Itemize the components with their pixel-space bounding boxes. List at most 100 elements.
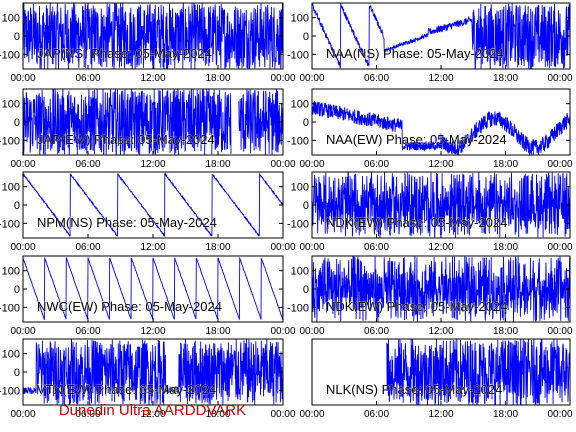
x-tick-label: 18:00	[493, 159, 518, 170]
x-tick-label: 00:00	[547, 326, 572, 337]
y-tick-label: 0	[303, 117, 309, 129]
y-tick-label: 100	[2, 13, 20, 25]
chart-panel-naa-ns-phase-05-may-2024: 100 0 -100 00:00 06:00 12:00 18:00 00:00 NAA(NS)…	[287, 2, 573, 84]
y-tick-label: -100	[287, 49, 309, 61]
phase-trace-line	[23, 89, 283, 155]
x-tick-label: 06:00	[364, 326, 389, 337]
phase-trace-line	[386, 339, 570, 405]
x-tick-label: 00:00	[299, 409, 324, 420]
y-tick-label: -100	[287, 302, 309, 314]
chart-panel-jap-ew-phase-05-may-2024: 100 0 -100 00:00 06:00 12:00 18:00 00:00 JAP(EW)…	[0, 88, 296, 170]
x-tick-label: 12:00	[140, 409, 165, 420]
y-tick-label: 100	[291, 182, 309, 194]
x-tick-label: 00:00	[10, 326, 35, 337]
x-tick-label: 12:00	[140, 326, 165, 337]
x-tick-label: 12:00	[140, 242, 165, 253]
chart-panel-npm-ns-phase-05-may-2024: 100 0 -100 00:00 06:00 12:00 18:00 00:00 NPM(NS)…	[0, 171, 296, 253]
y-tick-label: -100	[287, 135, 309, 147]
y-tick-label: 0	[14, 284, 20, 296]
y-tick-label: -100	[0, 385, 20, 397]
phase-trace-line	[23, 172, 283, 238]
x-tick-label: 18:00	[493, 326, 518, 337]
x-tick-label: 18:00	[205, 242, 230, 253]
panel-title-naa-ew-phase-05-may-2024: NAA(EW) Phase: 05-May-2024	[326, 132, 507, 147]
y-tick-label: 100	[291, 99, 309, 111]
x-tick-label: 18:00	[493, 242, 518, 253]
x-tick-label: 06:00	[75, 73, 100, 84]
y-tick-label: -100	[0, 49, 20, 61]
panel-title-ndk-ew-phase-05-may-2024: NDK(EW) Phase: 05-May-2024	[326, 215, 507, 230]
x-tick-label: 00:00	[270, 409, 295, 420]
x-tick-label: 00:00	[10, 409, 35, 420]
y-tick-label: 0	[14, 117, 20, 129]
x-tick-label: 06:00	[364, 242, 389, 253]
x-tick-label: 00:00	[10, 73, 35, 84]
phase-trace-line	[312, 172, 570, 238]
panel-title-jap-ew-phase-05-may-2024: JAP(EW) Phase: 05-May-2024	[37, 132, 215, 147]
x-tick-label: 00:00	[270, 73, 295, 84]
y-tick-label: 100	[2, 99, 20, 111]
y-tick-label: -100	[0, 218, 20, 230]
y-tick-label: 0	[303, 31, 309, 43]
chart-panel-vtx-ew-phase-05-may-2024: 100 0 -100 00:00 06:00 12:00 18:00 00:00 VTX(EW)…	[0, 338, 296, 420]
x-tick-label: 00:00	[299, 159, 324, 170]
x-tick-label: 12:00	[140, 159, 165, 170]
phase-trace-line	[23, 339, 283, 405]
y-tick-label: -100	[0, 135, 20, 147]
x-tick-label: 12:00	[428, 73, 453, 84]
y-tick-label: 0	[303, 284, 309, 296]
y-tick-label: -100	[287, 218, 309, 230]
x-tick-label: 00:00	[10, 159, 35, 170]
phase-trace-line	[312, 100, 570, 155]
x-tick-label: 00:00	[270, 242, 295, 253]
chart-panel-jap-ns-phase-05-may-2024: 100 0 -100 00:00 06:00 12:00 18:00 00:00 JAP(NS)…	[0, 2, 296, 84]
y-tick-label: 100	[2, 266, 20, 278]
chart-panel-naa-ew-phase-05-may-2024: 100 0 -100 00:00 06:00 12:00 18:00 00:00 NAA(EW)…	[287, 88, 573, 170]
y-tick-label: 0	[303, 200, 309, 212]
x-tick-label: 12:00	[428, 409, 453, 420]
phase-trace-line	[23, 256, 283, 321]
x-tick-label: 00:00	[547, 159, 572, 170]
x-tick-label: 18:00	[205, 159, 230, 170]
x-tick-label: 06:00	[364, 73, 389, 84]
x-tick-label: 00:00	[299, 73, 324, 84]
x-tick-label: 06:00	[75, 159, 100, 170]
x-tick-label: 12:00	[428, 159, 453, 170]
panel-title-npm-ns-phase-05-may-2024: NPM(NS) Phase: 05-May-2024	[37, 215, 217, 230]
x-tick-label: 06:00	[75, 326, 100, 337]
chart-panel-nwc-ew-phase-05-may-2024: 100 0 -100 00:00 06:00 12:00 18:00 00:00 NWC(EW)…	[0, 255, 296, 337]
chart-panel-ndk-ew-phase-05-may-2024: 100 0 -100 00:00 06:00 12:00 18:00 00:00 NDK(EW)…	[287, 255, 573, 337]
x-tick-label: 06:00	[364, 159, 389, 170]
x-tick-label: 00:00	[270, 159, 295, 170]
x-tick-label: 00:00	[547, 242, 572, 253]
chart-panel-nlk-ns-phase-05-may-2024: 00:00 06:00 12:00 18:00 00:00 NLK(NS) Phase: …	[299, 338, 573, 420]
x-tick-label: 00:00	[547, 73, 572, 84]
y-tick-label: -100	[0, 302, 20, 314]
panel-title-jap-ns-phase-05-may-2024: JAP(NS) Phase: 05-May-2024	[37, 46, 212, 61]
x-tick-label: 06:00	[364, 409, 389, 420]
x-tick-label: 00:00	[10, 242, 35, 253]
y-tick-label: 0	[14, 367, 20, 379]
panel-title-ndk-ew-phase-05-may-2024: NDK(EW) Phase: 05-May-2024	[326, 299, 507, 314]
phase-trace-line	[312, 3, 570, 69]
chart-panel-ndk-ew-phase-05-may-2024: 100 0 -100 00:00 06:00 12:00 18:00 00:00 NDK(EW)…	[287, 171, 573, 253]
phase-trace-line	[312, 256, 570, 322]
x-tick-label: 12:00	[428, 326, 453, 337]
footer-caption: Dunedin Ultra AARDDVARK	[58, 402, 247, 419]
x-tick-label: 18:00	[493, 409, 518, 420]
x-tick-label: 12:00	[140, 73, 165, 84]
y-tick-label: 0	[14, 31, 20, 43]
x-tick-label: 18:00	[205, 73, 230, 84]
x-tick-label: 06:00	[75, 409, 100, 420]
y-tick-label: 100	[2, 182, 20, 194]
x-tick-label: 00:00	[299, 242, 324, 253]
panel-title-nwc-ew-phase-05-may-2024: NWC(EW) Phase: 05-May-2024	[37, 299, 222, 314]
x-tick-label: 06:00	[75, 242, 100, 253]
panel-title-naa-ns-phase-05-may-2024: NAA(NS) Phase: 05-May-2024	[326, 46, 504, 61]
y-tick-label: 100	[2, 349, 20, 361]
y-tick-label: 0	[14, 200, 20, 212]
y-tick-label: 100	[291, 266, 309, 278]
x-tick-label: 00:00	[270, 326, 295, 337]
phase-trace-line	[23, 3, 283, 69]
